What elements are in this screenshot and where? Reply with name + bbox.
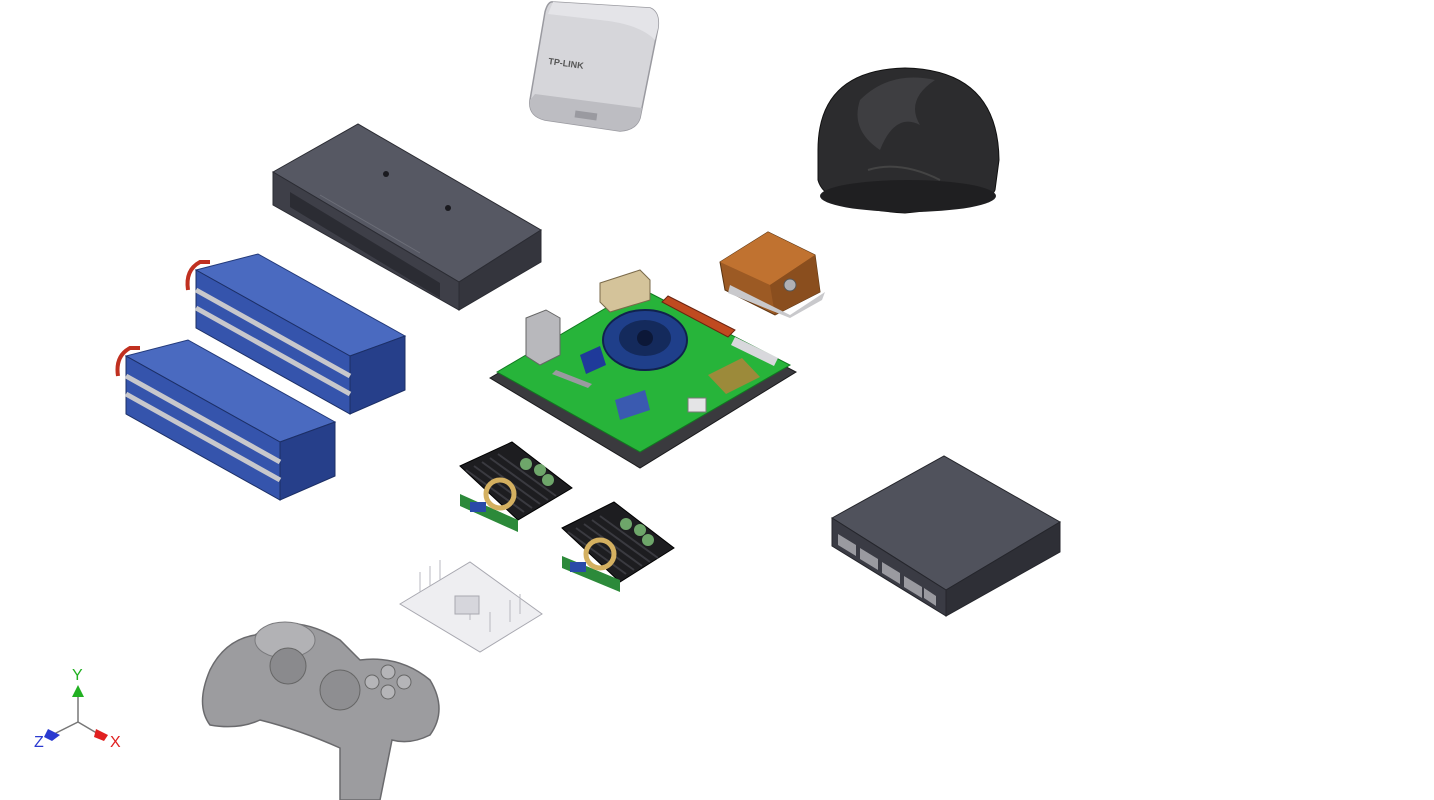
z-axis-arrow-icon	[44, 729, 60, 741]
x-axis-arrow-icon	[94, 729, 108, 741]
axis-triad: Y Z X	[30, 665, 130, 755]
z-axis-label: Z	[34, 734, 44, 751]
y-axis-label: Y	[72, 667, 83, 684]
x-axis-label: X	[110, 734, 121, 751]
router-brand-label: TP-LINK	[548, 56, 585, 71]
y-axis-arrow-icon	[72, 685, 84, 697]
